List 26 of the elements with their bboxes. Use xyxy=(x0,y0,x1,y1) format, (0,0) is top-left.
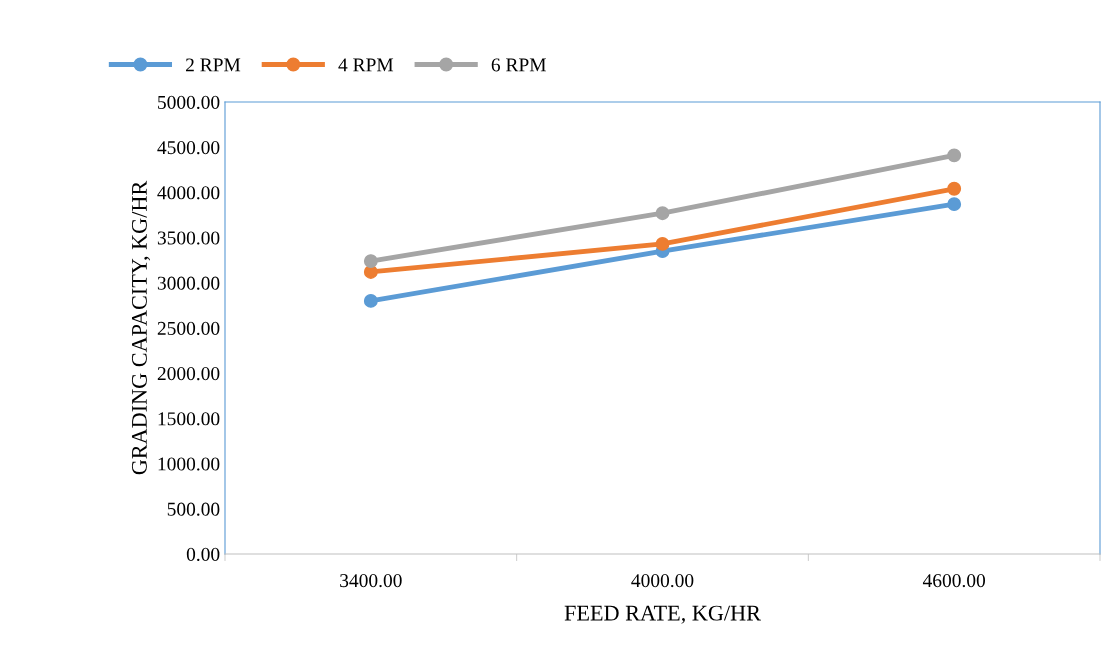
y-axis-title: GRADING CAPACITY, KG/HR xyxy=(131,180,151,475)
y-tick-label: 500.00 xyxy=(167,502,220,516)
y-tick-label: 0.00 xyxy=(186,547,220,562)
x-tick-label: 4600.00 xyxy=(922,574,986,588)
point xyxy=(655,206,670,221)
point xyxy=(655,236,670,251)
y-tick-label: 2500.00 xyxy=(157,321,220,336)
y-tick-label: 1000.00 xyxy=(158,457,220,471)
legend-label: 2 RPM xyxy=(185,58,241,72)
y-tick-label: 3500.00 xyxy=(157,231,220,245)
y-tick-label: 4500.00 xyxy=(157,141,220,155)
x-tick-label: 3400.00 xyxy=(340,574,402,588)
point xyxy=(363,293,378,308)
y-tick-label: 4000.00 xyxy=(157,186,220,200)
y-tick-label: 5000.00 xyxy=(158,95,220,110)
point xyxy=(947,148,962,163)
x-axis-title: FEED RATE, KG/HR xyxy=(564,605,761,624)
point xyxy=(947,197,962,212)
x-tick-label: 4000.00 xyxy=(631,574,694,588)
legend-label: 4 RPM xyxy=(338,58,394,72)
point xyxy=(947,181,962,196)
point xyxy=(363,254,378,269)
y-tick-label: 1500.00 xyxy=(158,412,220,426)
y-tick-label: 2000.00 xyxy=(157,367,220,381)
legend-label: 6 RPM xyxy=(491,58,546,72)
y-tick-label: 3000.00 xyxy=(157,276,220,290)
